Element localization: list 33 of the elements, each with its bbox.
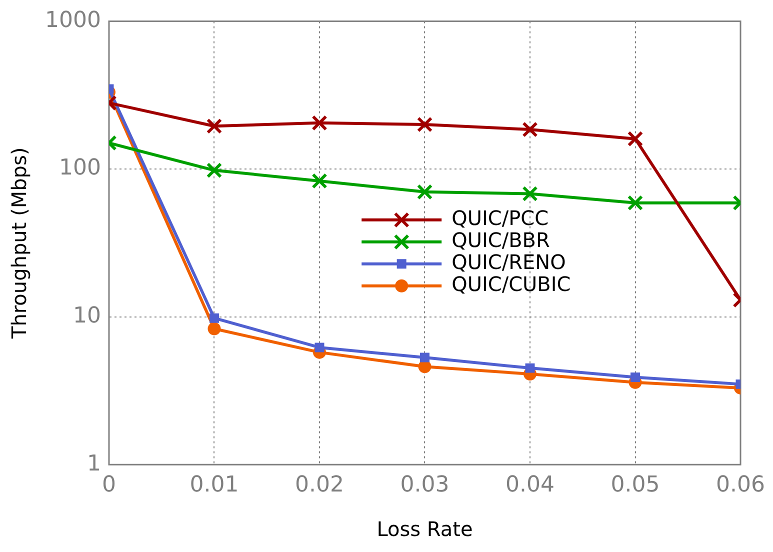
x-tick-label: 0.05 [610,472,660,498]
point [627,195,644,211]
point [630,372,640,382]
y-tick-label: 1 [86,451,101,476]
point [525,363,535,373]
y-axis-title: Throughput (Mbps) [7,147,32,340]
y-tick-label: 100 [58,156,101,181]
y-tick-label: 1000 [44,8,101,33]
point [206,118,222,134]
x-tick-label: 0.04 [506,472,554,498]
y-tick-label: 10 [72,304,101,329]
point [208,322,221,336]
x-axis-title: Loss Rate [376,517,473,542]
legend-label: QUIC/RENO [452,250,566,274]
point [312,115,328,131]
x-tick-label: 0.03 [400,472,450,498]
point [416,116,433,132]
point [522,186,538,202]
legend-label: QUIC/PCC [452,206,549,230]
point [416,184,433,200]
point [206,162,222,178]
point [420,352,430,362]
legend-label: QUIC/CUBIC [452,272,571,296]
legend-label: QUIC/BBR [452,228,550,252]
x-tick-label: 0.06 [716,472,765,498]
point [522,122,538,138]
point [314,342,324,352]
point [210,313,219,323]
point [312,173,328,189]
x-tick-label: 0.02 [295,472,344,498]
x-tick-label: 0 [102,472,116,498]
point [627,130,644,147]
x-tick-label: 0.01 [190,472,239,498]
